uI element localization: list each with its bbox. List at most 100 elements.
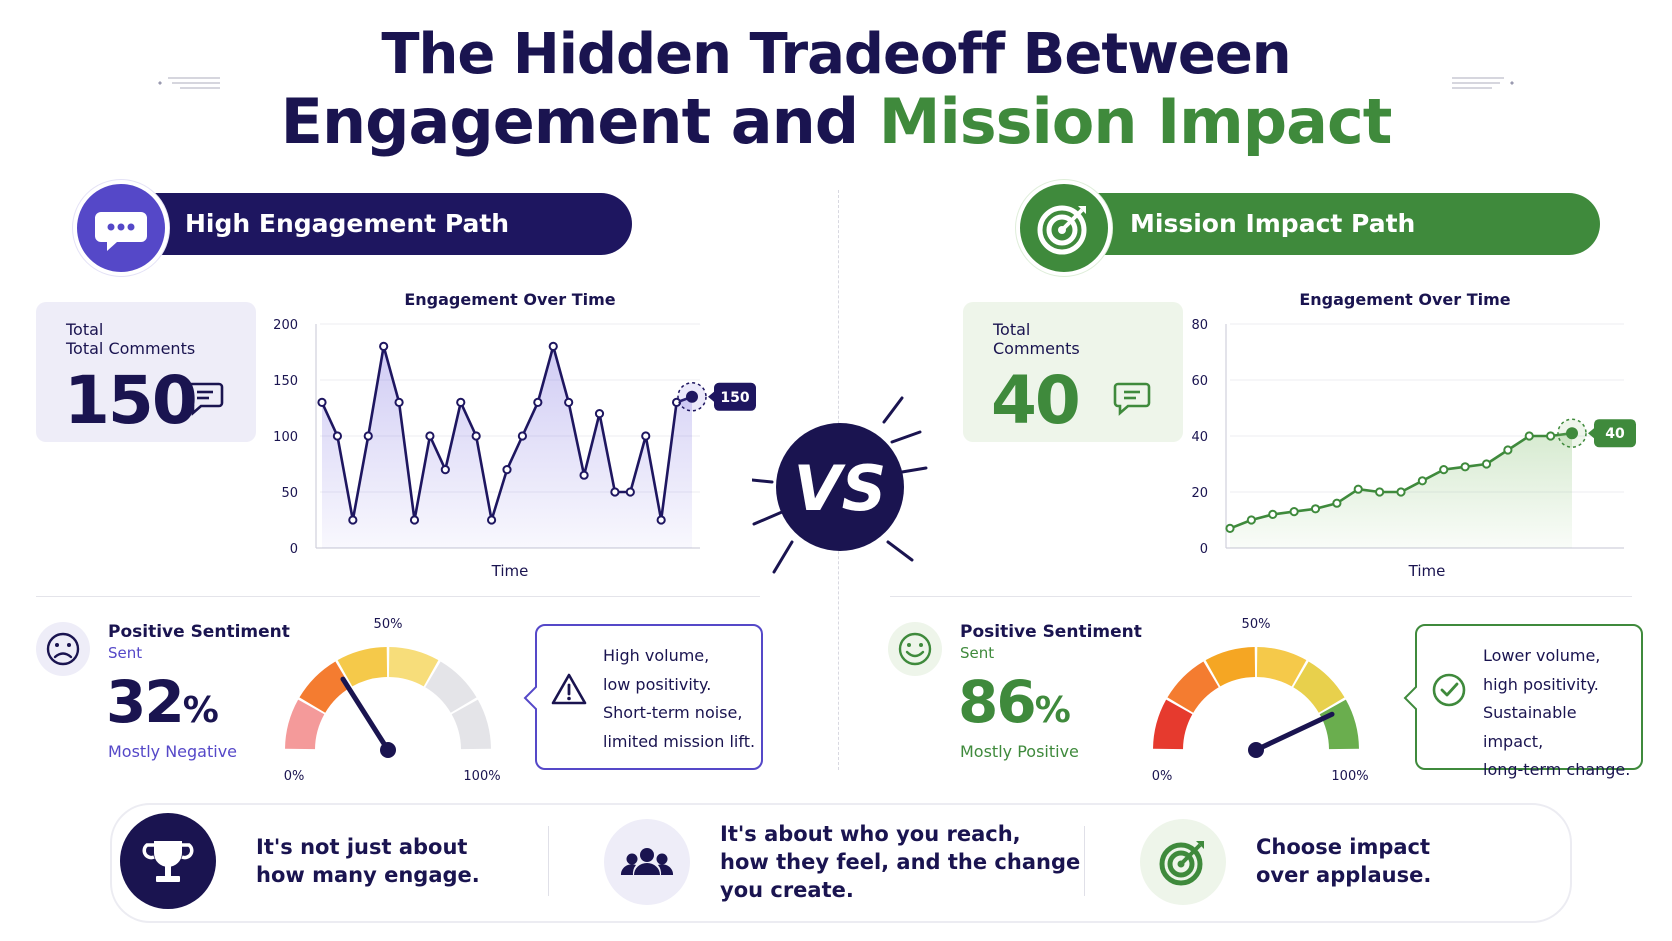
data-point bbox=[656, 515, 666, 525]
positive-sentiment-title: Positive Sentiment bbox=[960, 622, 1142, 642]
positive-sentiment-title: Positive Sentiment bbox=[108, 622, 290, 642]
y-tick-label: 150 bbox=[273, 374, 298, 389]
sparkle-decoration-left-icon bbox=[158, 77, 220, 89]
gauge-mid-label: 50% bbox=[1242, 617, 1271, 632]
takeaway-line: how many engage. bbox=[256, 863, 480, 887]
data-point bbox=[425, 431, 435, 441]
gauge-segment bbox=[451, 699, 491, 750]
vs-label: VS bbox=[794, 452, 887, 525]
gauge-hub bbox=[380, 742, 396, 758]
data-point bbox=[1310, 504, 1321, 514]
right-info-text: Lower volume, high positivity. Sustainab… bbox=[1483, 642, 1641, 785]
y-tick-label: 200 bbox=[273, 318, 298, 333]
end-label-text: 150 bbox=[720, 390, 749, 406]
x-axis-label: Time bbox=[491, 562, 529, 580]
data-point bbox=[625, 487, 635, 497]
positive-sentiment-value: 86% bbox=[958, 668, 1071, 736]
warning-icon bbox=[551, 673, 587, 705]
data-point bbox=[610, 487, 620, 497]
left-section-divider bbox=[36, 596, 760, 597]
comment-icon bbox=[186, 382, 224, 416]
data-point bbox=[1546, 431, 1556, 441]
gauge-segment bbox=[425, 661, 477, 713]
takeaway-2-text: It's about who you reach, how they feel,… bbox=[720, 820, 1080, 904]
takeaway-separator bbox=[1084, 826, 1085, 896]
data-point bbox=[594, 409, 605, 419]
data-point bbox=[1439, 465, 1449, 475]
sparkle-decoration-right-icon bbox=[1452, 77, 1514, 89]
data-point bbox=[564, 397, 574, 408]
highlight-point bbox=[1566, 427, 1578, 440]
info-line: high positivity. bbox=[1483, 674, 1599, 694]
title-line-2: Engagement and Mission Impact bbox=[0, 85, 1672, 158]
y-tick-label: 50 bbox=[281, 486, 298, 501]
data-point bbox=[1353, 484, 1363, 494]
vs-badge: VS bbox=[752, 396, 928, 574]
gauge-min-label: 0% bbox=[284, 769, 305, 784]
sentiment-description: Mostly Negative bbox=[108, 742, 238, 761]
data-point bbox=[548, 341, 558, 352]
data-point bbox=[1268, 509, 1278, 519]
gauge-segment bbox=[1256, 647, 1307, 687]
takeaway-3-text: Choose impact over applause. bbox=[1256, 833, 1431, 889]
right-section-divider bbox=[890, 596, 1632, 597]
gauge-segment bbox=[299, 661, 351, 713]
takeaway-line: you create. bbox=[720, 878, 854, 902]
right-sentiment-gauge: 0% 50% 100% bbox=[1152, 617, 1369, 784]
positive-sentiment-sub: Sent bbox=[960, 644, 995, 662]
total-comments-label-line1: Total bbox=[66, 320, 104, 339]
gauge-min-label: 0% bbox=[1152, 769, 1173, 784]
x-axis-label: Time bbox=[1408, 562, 1446, 580]
total-comments-label-line2: Comments bbox=[993, 339, 1080, 358]
comment-icon bbox=[1113, 382, 1151, 416]
info-box-pointer bbox=[1403, 686, 1417, 710]
gauge-segment bbox=[1319, 699, 1359, 750]
sentiment-unit: % bbox=[182, 690, 219, 731]
data-point bbox=[486, 515, 497, 525]
data-point bbox=[502, 465, 512, 475]
total-comments-label-line2: Total Comments bbox=[66, 339, 196, 358]
total-comments-label-line1: Total bbox=[993, 320, 1031, 339]
data-point bbox=[1524, 431, 1534, 441]
data-point bbox=[671, 397, 682, 408]
data-point bbox=[1375, 487, 1385, 497]
positive-sentiment-value: 32% bbox=[106, 668, 219, 736]
gauge-hub bbox=[1248, 742, 1264, 758]
takeaway-1-text: It's not just about how many engage. bbox=[256, 833, 480, 889]
data-point bbox=[1481, 459, 1492, 469]
right-engagement-chart: 0 20 40 60 80 40 Time bbox=[1191, 318, 1636, 580]
gauge-segment bbox=[285, 699, 325, 750]
data-point bbox=[1225, 523, 1235, 533]
gauge-segment bbox=[1205, 647, 1256, 687]
data-point bbox=[641, 431, 651, 441]
right-chart-title: Engagement Over Time bbox=[1299, 290, 1511, 309]
gauge-segment bbox=[1153, 699, 1193, 750]
y-tick-label: 80 bbox=[1191, 318, 1208, 333]
gauge-segment bbox=[1167, 661, 1219, 713]
data-point bbox=[517, 431, 528, 441]
y-tick-label: 100 bbox=[273, 430, 298, 445]
data-point bbox=[1332, 498, 1342, 508]
title-line-1: The Hidden Tradeoff Between bbox=[381, 22, 1291, 87]
gauge-needle bbox=[340, 676, 391, 753]
trophy-icon bbox=[120, 813, 216, 909]
end-label-pointer bbox=[708, 391, 714, 402]
y-tick-label: 40 bbox=[1191, 430, 1208, 445]
total-comments-label: Total Total Comments bbox=[66, 320, 195, 358]
sentiment-number: 32 bbox=[106, 668, 185, 736]
positive-sentiment-sub: Sent bbox=[108, 644, 143, 662]
gauge-mid-label: 50% bbox=[374, 617, 403, 632]
info-line: High volume, bbox=[603, 646, 710, 665]
data-point bbox=[1289, 507, 1299, 517]
area-fill bbox=[1230, 433, 1572, 548]
data-point bbox=[533, 397, 543, 408]
takeaway-line: It's not just about bbox=[256, 835, 468, 859]
data-point bbox=[348, 515, 358, 525]
info-box-pointer bbox=[523, 686, 537, 710]
data-point bbox=[1246, 515, 1256, 525]
data-point bbox=[471, 431, 481, 441]
data-point bbox=[363, 431, 373, 441]
gauge-max-label: 100% bbox=[1331, 769, 1368, 784]
info-line: limited mission lift. bbox=[603, 731, 756, 751]
high-engagement-header: High Engagement Path bbox=[120, 193, 632, 255]
